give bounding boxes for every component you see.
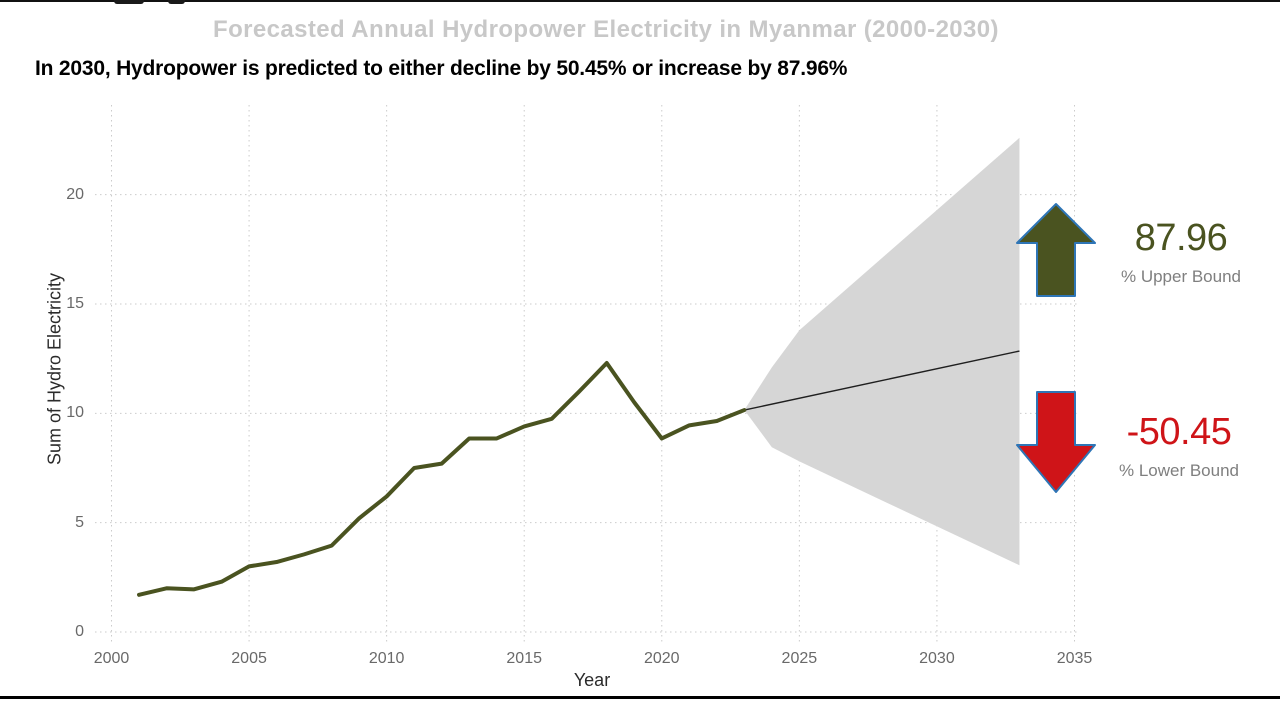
down-arrow-icon — [1016, 391, 1096, 493]
y-axis-title: Sum of Hydro Electricity — [44, 272, 65, 466]
x-axis-title: Year — [573, 670, 611, 690]
forecast-band — [744, 137, 1020, 566]
cropped-text-fragment — [168, 0, 185, 4]
upper-bound-value: 87.96 — [1134, 217, 1228, 259]
chart-subtitle: In 2030, Hydropower is predicted to eith… — [35, 57, 848, 80]
bottom-border-line — [0, 696, 1280, 699]
upper-bound-annotation: 87.96 % Upper Bound — [1095, 217, 1267, 287]
cropped-text-fragment — [114, 0, 144, 4]
forecast-median-line — [744, 350, 1020, 411]
lower-bound-value: -50.45 — [1126, 411, 1232, 453]
upper-bound-label: % Upper Bound — [1120, 266, 1242, 286]
top-border-line — [0, 0, 1280, 2]
chart-title: Forecasted Annual Hydropower Electricity… — [213, 16, 999, 43]
up-arrow-icon — [1016, 203, 1096, 297]
actual-series-line — [137, 361, 747, 597]
lower-bound-label: % Lower Bound — [1118, 460, 1240, 480]
lower-bound-annotation: -50.45 % Lower Bound — [1093, 411, 1265, 481]
